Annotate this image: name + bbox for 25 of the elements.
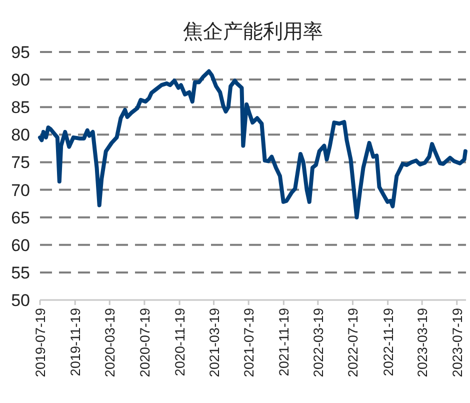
x-tick-label: 2020-07-19 <box>137 308 152 378</box>
y-tick-label: 80 <box>11 126 30 145</box>
line-series <box>38 69 468 220</box>
y-tick-label: 75 <box>11 153 30 172</box>
x-tick-label: 2023-03-19 <box>415 308 430 378</box>
y-tick-label: 85 <box>11 98 30 118</box>
x-tick-label: 2019-11-19 <box>68 308 84 376</box>
x-tick-label: 2022-03-19 <box>310 308 326 378</box>
y-tick-label: 55 <box>11 263 30 282</box>
y-tick-label: 95 <box>11 43 30 62</box>
y-tick-label: 60 <box>11 236 30 255</box>
x-tick-label: 2021-03-19 <box>206 308 222 378</box>
x-tick-label: 2021-11-19 <box>276 308 292 376</box>
y-tick-label: 70 <box>11 180 30 200</box>
y-tick-label: 90 <box>11 70 30 90</box>
x-tick-label: 2022-11-19 <box>380 308 396 376</box>
y-tick-label: 50 <box>11 291 30 310</box>
x-tick-label: 2023-07-19 <box>450 308 465 378</box>
x-tick-label: 2019-07-19 <box>33 308 48 378</box>
x-tick-label: 2020-03-19 <box>102 308 118 378</box>
x-tick-label: 2022-07-19 <box>346 308 361 378</box>
x-tick-label: 2021-07-19 <box>242 308 257 378</box>
y-tick-label: 65 <box>11 208 30 228</box>
x-tick-label: 2020-11-19 <box>172 308 188 376</box>
chart-title: 焦企产能利用率 <box>183 21 323 43</box>
